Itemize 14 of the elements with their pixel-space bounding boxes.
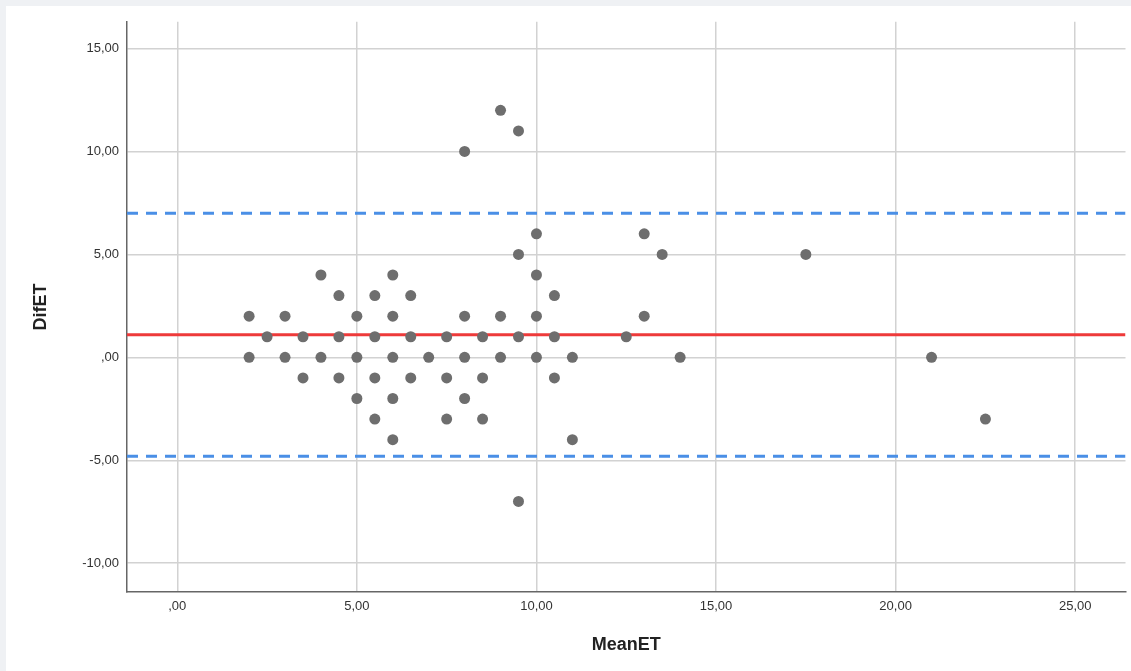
x-tick-label: 15,00	[699, 598, 733, 614]
x-tick-label: 20,00	[879, 598, 912, 614]
x-tick-label: 5,00	[344, 598, 370, 614]
x-tick-label: 10,00	[520, 598, 553, 614]
y-tick-label: 5,00	[93, 245, 119, 261]
y-tick-label: 10,00	[86, 143, 119, 159]
y-tick-label: -5,00	[89, 451, 119, 467]
x-tick-label: 25,00	[1058, 598, 1092, 614]
y-tick-label: ,00	[100, 348, 119, 364]
y-tick-label: 15,00	[86, 40, 119, 56]
x-tick-label: ,00	[168, 598, 187, 614]
y-tick-label: -10,00	[82, 554, 119, 570]
x-axis-title: MeanET	[591, 634, 661, 655]
y-axis-title: DifET	[29, 283, 50, 331]
